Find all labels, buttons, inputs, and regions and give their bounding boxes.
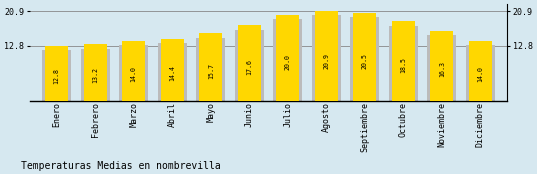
Bar	[312, 15, 340, 101]
Text: 14.4: 14.4	[169, 65, 175, 81]
Text: 14.0: 14.0	[477, 66, 483, 82]
Bar	[42, 50, 71, 101]
Bar	[238, 25, 261, 101]
Bar	[158, 43, 187, 101]
Bar	[427, 35, 456, 101]
Bar	[122, 41, 146, 101]
Text: 20.0: 20.0	[285, 54, 291, 70]
Text: 14.0: 14.0	[130, 66, 137, 82]
Bar	[430, 31, 453, 101]
Bar	[466, 45, 495, 101]
Text: 12.8: 12.8	[54, 68, 60, 84]
Bar	[197, 38, 225, 101]
Bar	[235, 30, 264, 101]
Bar	[161, 39, 184, 101]
Bar	[350, 17, 379, 101]
Bar	[84, 44, 107, 101]
Bar	[45, 46, 68, 101]
Text: 16.3: 16.3	[439, 61, 445, 77]
Bar	[353, 13, 376, 101]
Text: 20.9: 20.9	[323, 53, 329, 69]
Text: Temperaturas Medias en nombrevilla: Temperaturas Medias en nombrevilla	[21, 161, 221, 171]
Bar	[273, 19, 302, 101]
Text: 20.5: 20.5	[362, 53, 368, 69]
Bar	[119, 45, 148, 101]
Text: 17.6: 17.6	[246, 59, 252, 75]
Bar	[391, 21, 415, 101]
Text: 18.5: 18.5	[400, 57, 407, 73]
Bar	[469, 41, 492, 101]
Text: 15.7: 15.7	[208, 63, 214, 79]
Bar	[315, 11, 338, 101]
Text: 13.2: 13.2	[92, 68, 98, 84]
Bar	[276, 15, 299, 101]
Bar	[199, 33, 222, 101]
Bar	[81, 49, 110, 101]
Bar	[389, 26, 418, 101]
